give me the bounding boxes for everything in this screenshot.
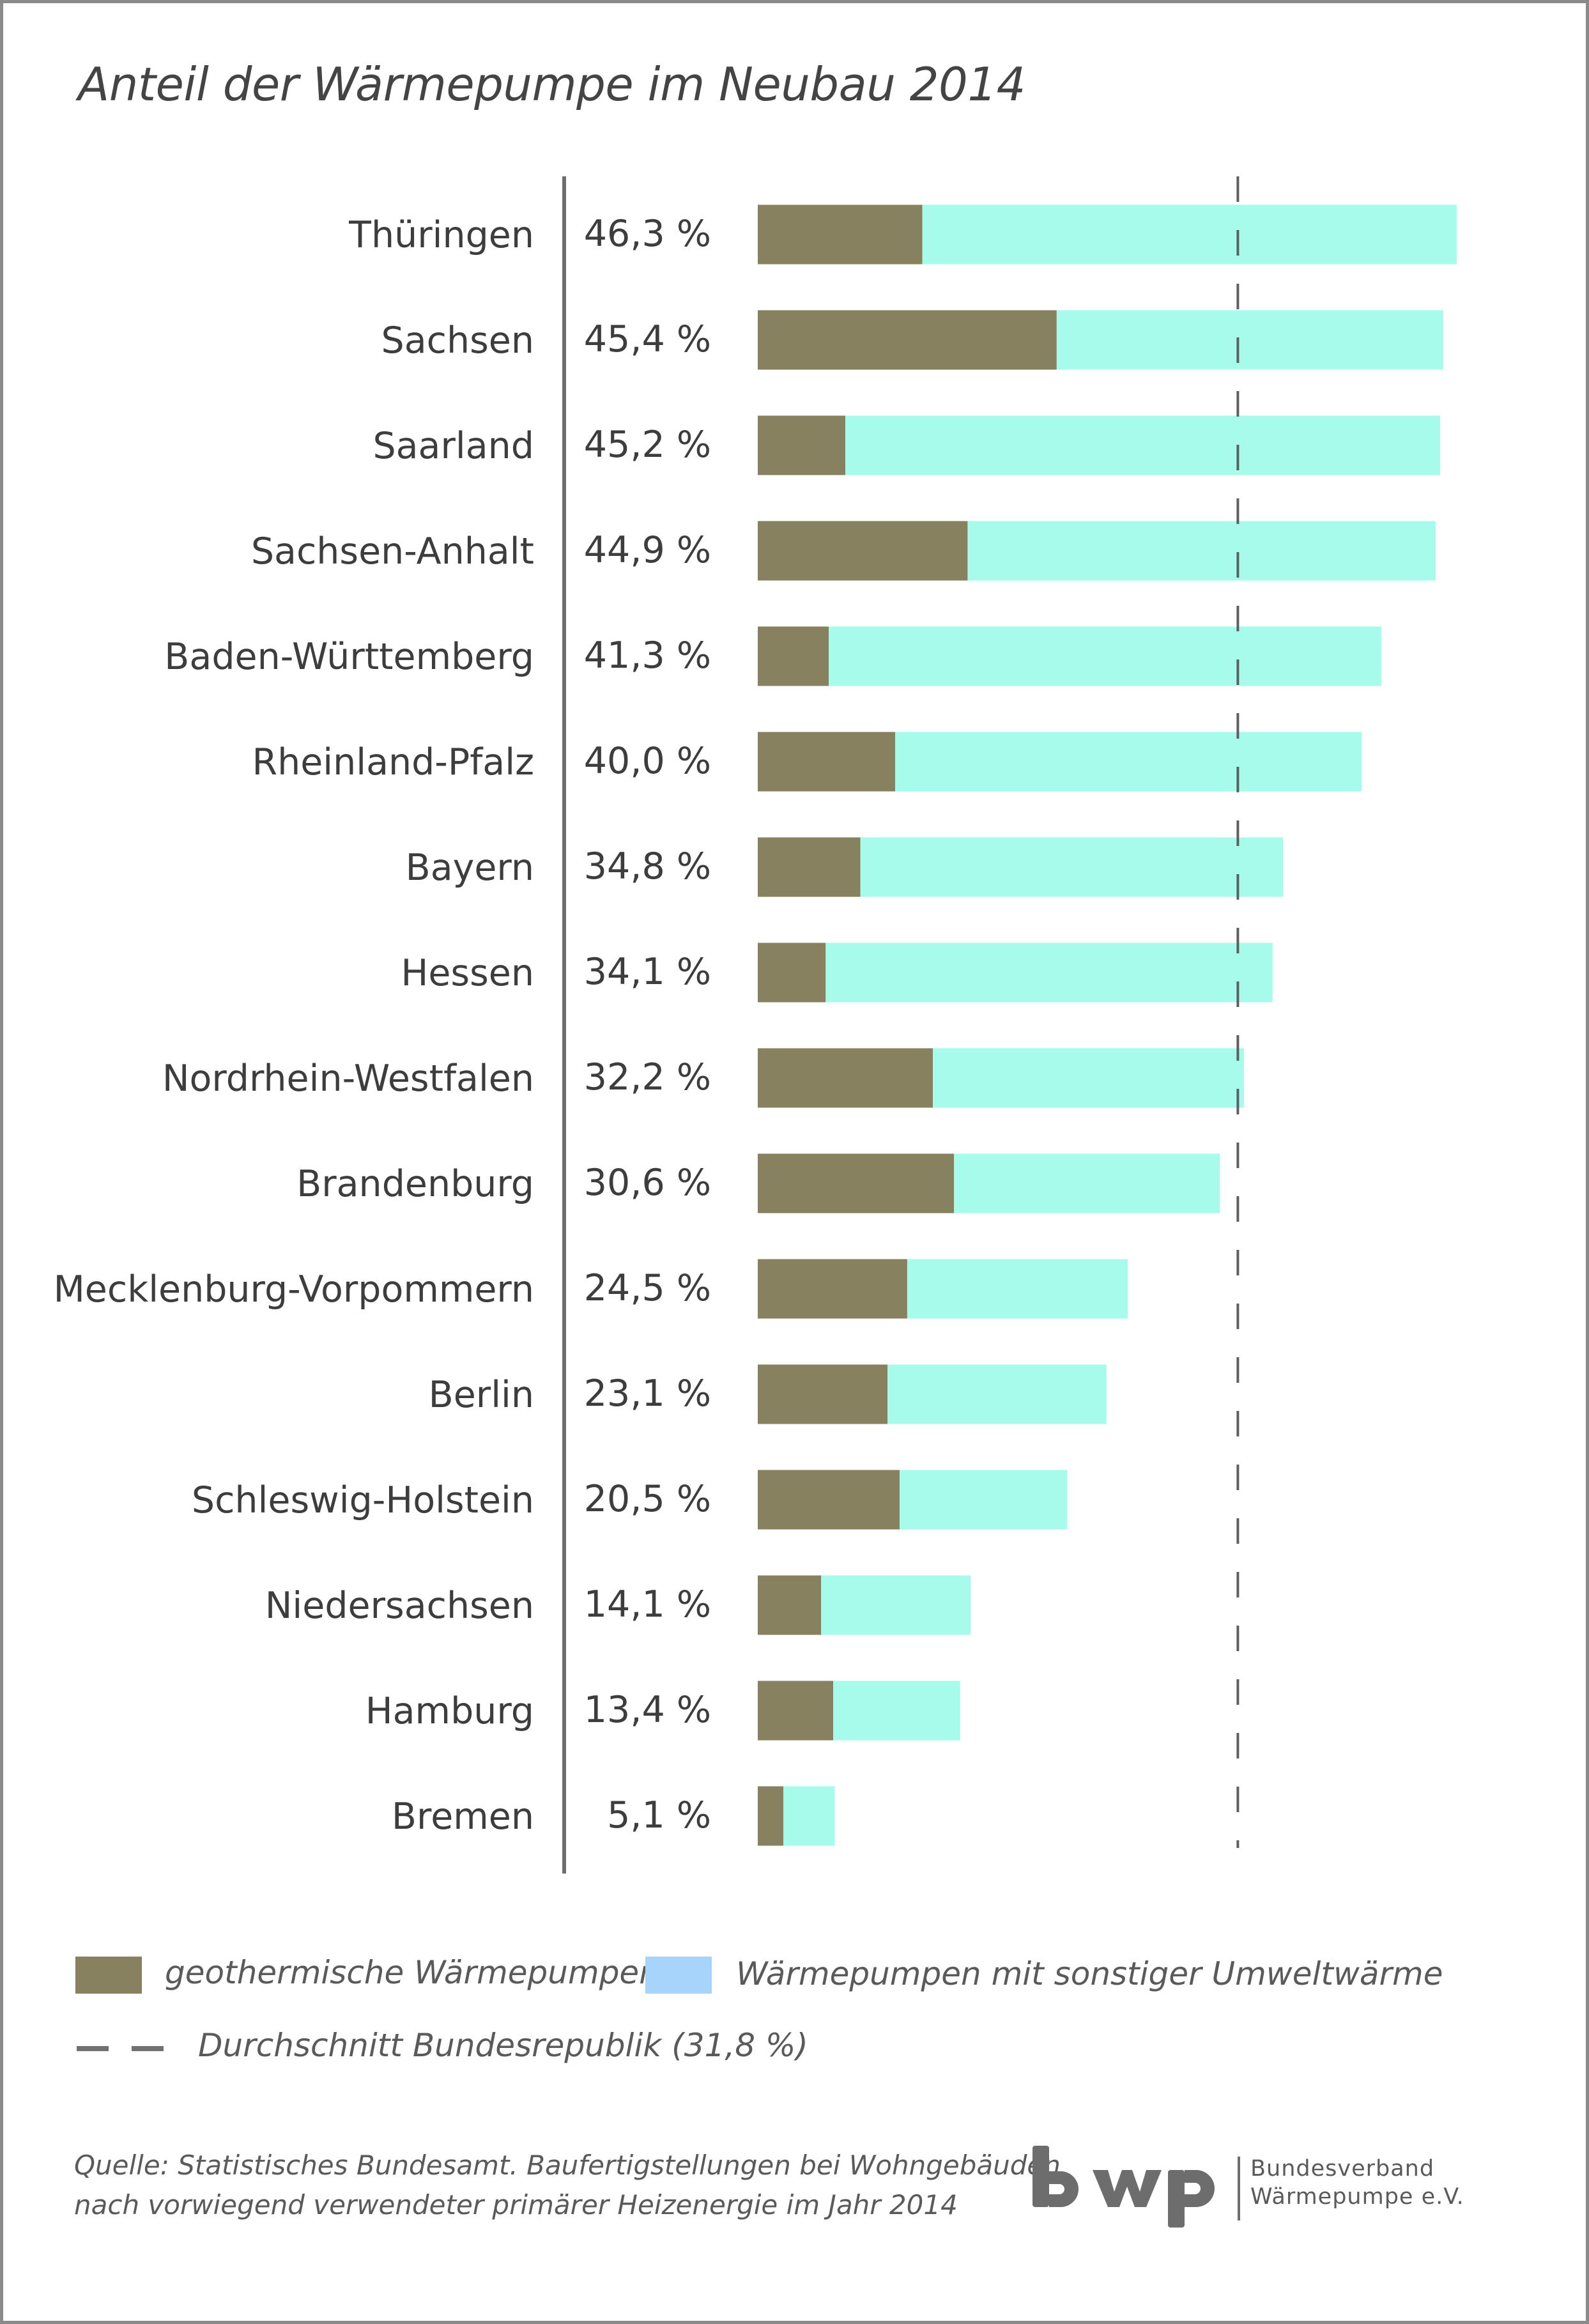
- value-label: 23,1 %: [584, 1373, 711, 1415]
- legend-swatch-geothermal: [75, 1957, 142, 1994]
- value-label: 41,3 %: [584, 635, 711, 677]
- bar-geothermal: [758, 204, 923, 265]
- bar-geothermal: [758, 943, 826, 1003]
- category-label: Saarland: [372, 425, 534, 467]
- bar-ambient: [900, 1470, 1068, 1530]
- value-label: 46,3 %: [584, 213, 711, 255]
- category-label: Nordrhein-Westfalen: [162, 1058, 534, 1100]
- value-label: 45,4 %: [584, 318, 711, 360]
- value-label: 32,2 %: [584, 1056, 711, 1098]
- category-label: Bayern: [406, 847, 534, 889]
- value-label: 34,8 %: [584, 845, 711, 888]
- bar-ambient: [967, 521, 1436, 581]
- chart-title: Anteil der Wärmepumpe im Neubau 2014: [78, 58, 1025, 111]
- organization-name: Bundesverband Wärmepumpe e.V.: [1250, 2155, 1464, 2211]
- legend-label-ambient: Wärmepumpen mit sonstiger Umweltwärme: [736, 1955, 1443, 1992]
- category-label: Hamburg: [365, 1690, 534, 1732]
- bar-ambient: [907, 1259, 1128, 1319]
- value-label: 45,2 %: [584, 424, 711, 466]
- legend-dash-segment: [132, 2046, 164, 2051]
- bar-ambient: [1056, 310, 1443, 370]
- bar-geothermal: [758, 732, 896, 792]
- org-name-line-2: Wärmepumpe e.V.: [1250, 2184, 1464, 2210]
- value-label: 20,5 %: [584, 1478, 711, 1520]
- category-label: Brandenburg: [296, 1163, 534, 1205]
- bwp-logo: [1032, 2146, 1215, 2228]
- bar-ambient: [833, 1681, 960, 1741]
- org-name-line-1: Bundesverband: [1250, 2156, 1435, 2182]
- value-label: 24,5 %: [584, 1267, 711, 1309]
- value-label: 40,0 %: [584, 740, 711, 782]
- source-line-2: nach vorwiegend verwendeter primärer Hei…: [74, 2189, 958, 2220]
- category-label: Thüringen: [348, 214, 534, 256]
- bar-geothermal: [758, 626, 829, 686]
- category-label: Hessen: [401, 952, 534, 994]
- category-label: Rheinland-Pfalz: [252, 741, 534, 783]
- bar-ambient: [845, 415, 1441, 475]
- bar-ambient: [922, 204, 1457, 265]
- bar-geothermal: [758, 1681, 834, 1741]
- source-note: Quelle: Statistisches Bundesamt. Baufert…: [74, 2146, 1061, 2225]
- legend-dash-segment: [77, 2046, 109, 2051]
- value-label: 14,1 %: [584, 1583, 711, 1626]
- logo-divider: [1238, 2157, 1240, 2220]
- bar-ambient: [933, 1048, 1244, 1108]
- source-line-1: Quelle: Statistisches Bundesamt. Baufert…: [74, 2150, 1061, 2181]
- legend-label-geothermal: geothermische Wärmepumpen: [165, 1954, 659, 1991]
- bar-ambient: [887, 1364, 1107, 1424]
- bar-ambient: [825, 943, 1273, 1003]
- category-label: Berlin: [429, 1374, 534, 1416]
- bar-ambient: [954, 1153, 1220, 1213]
- bar-ambient: [860, 837, 1284, 897]
- value-label: 44,9 %: [584, 529, 711, 571]
- category-label: Niedersachsen: [265, 1585, 534, 1627]
- legend-swatch-ambient: [645, 1957, 712, 1994]
- value-label: 30,6 %: [584, 1162, 711, 1204]
- value-label: 5,1 %: [607, 1794, 711, 1836]
- category-label: Sachsen-Anhalt: [251, 530, 534, 573]
- bar-ambient: [783, 1786, 835, 1846]
- bar-geothermal: [758, 1048, 933, 1108]
- bar-geothermal: [758, 1259, 907, 1319]
- value-label: 34,1 %: [584, 951, 711, 993]
- bar-geothermal: [758, 521, 968, 581]
- bar-geothermal: [758, 1470, 900, 1530]
- bar-ambient: [821, 1575, 971, 1635]
- bar-geothermal: [758, 1575, 822, 1635]
- category-label: Baden-Württemberg: [164, 636, 534, 678]
- bar-geothermal: [758, 1153, 955, 1213]
- category-label: Schleswig-Holstein: [192, 1479, 534, 1521]
- bar-ambient: [895, 732, 1362, 792]
- bar-geothermal: [758, 310, 1057, 370]
- category-label: Mecklenburg-Vorpommern: [54, 1268, 534, 1311]
- value-label: 13,4 %: [584, 1689, 711, 1731]
- bar-geothermal: [758, 1786, 784, 1846]
- bar-ambient: [829, 626, 1381, 686]
- bar-geothermal: [758, 1364, 888, 1424]
- category-label: Bremen: [392, 1796, 534, 1838]
- bar-chart: Thüringen 46,3 % Sachsen 45,4 % Saarland 45,2…: [54, 176, 1457, 1874]
- legend-label-average: Durchschnitt Bundesrepublik (31,8 %): [198, 2027, 808, 2064]
- bar-geothermal: [758, 837, 861, 897]
- category-label: Sachsen: [381, 319, 534, 362]
- bar-geothermal: [758, 415, 846, 475]
